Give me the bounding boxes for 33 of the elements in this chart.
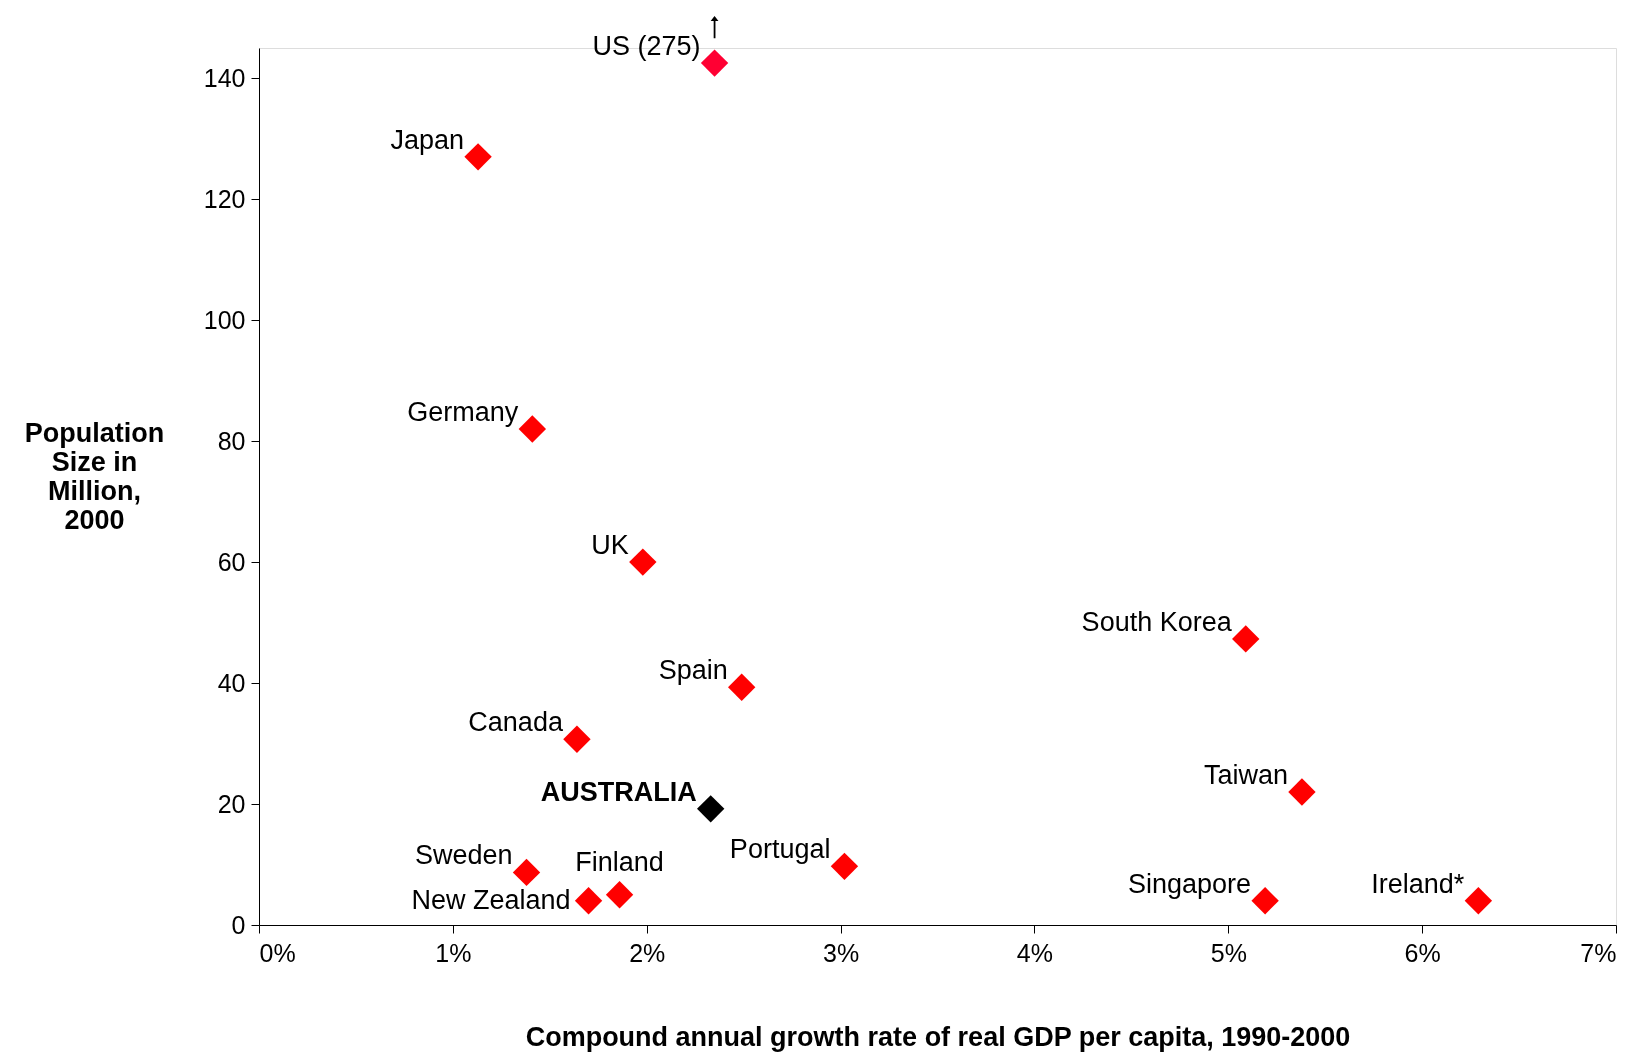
annotation: South Korea [1081,606,1233,637]
annotation: UK [591,530,629,561]
y-axis-title: Population Size in Million, 2000 [24,417,165,535]
annotation: Canada [468,707,564,738]
y-tick-label: 20 [217,789,246,818]
y-tick-label: 40 [217,668,246,697]
annotation: Japan [390,124,465,155]
annotation: Portugal [729,834,831,865]
annotation: New Zealand [411,884,571,915]
x-axis-title: Compound annual growth rate of real GDP per capita, 1990-2000 [525,1021,1351,1052]
annotation: US (275) [592,31,701,62]
x-tick-label: 1% [435,938,472,967]
y-tick-label: 80 [217,426,246,455]
x-tick-label: 3% [823,938,860,967]
annotation: AUSTRALIA [540,776,697,807]
annotation: Spain [658,655,728,686]
annotation: Germany [407,397,519,428]
annotation: Taiwan [1203,759,1288,790]
x-tick-label: 2% [629,938,666,967]
annotation: Finland [575,846,664,877]
x-tick-label: 6% [1404,938,1441,967]
y-tick-label: 140 [203,63,246,92]
x-tick-label: 7% [1580,938,1617,967]
y-tick-label: 100 [203,305,246,334]
y-tick-label: 0 [231,910,246,939]
x-tick-label: 0% [259,938,296,967]
x-tick-label: 5% [1210,938,1247,967]
x-tick-label: 4% [1016,938,1053,967]
y-tick-label: 120 [203,184,246,213]
annotation: Sweden [414,840,513,871]
annotation: Singapore [1128,868,1252,899]
y-tick-label: 60 [217,547,246,576]
annotation: Ireland* [1371,868,1465,899]
